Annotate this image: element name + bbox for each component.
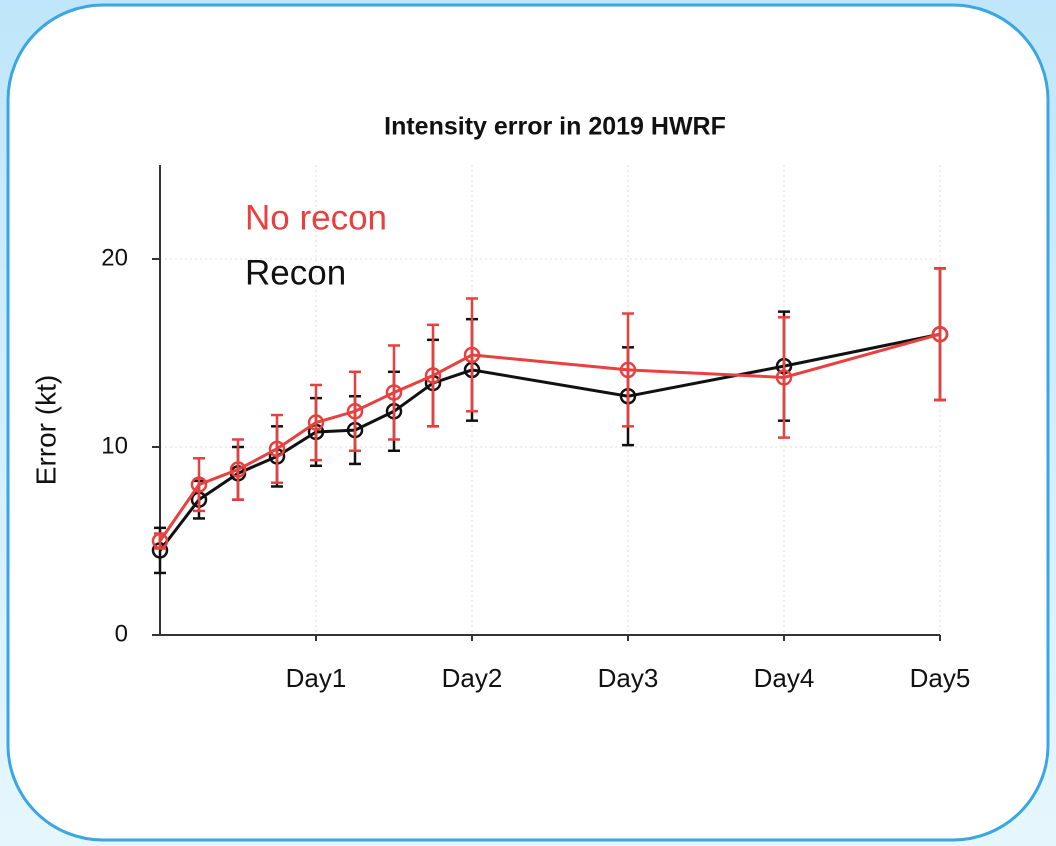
y-tick-label: 10	[101, 432, 128, 459]
point	[775, 369, 793, 386]
legend-entry: No recon	[245, 198, 387, 237]
point	[346, 403, 364, 420]
point	[385, 384, 403, 401]
x-tick-label: Day4	[754, 663, 815, 693]
point	[424, 367, 442, 384]
point	[931, 325, 949, 343]
y-tick-label: 20	[101, 244, 128, 271]
x-tick-label: Day1	[286, 663, 347, 693]
error-bar	[193, 457, 205, 513]
error-bar	[622, 312, 634, 428]
x-tick-label: Day3	[598, 663, 659, 693]
point	[229, 461, 247, 478]
y-axis-label: Error (kt)	[30, 375, 61, 485]
point	[151, 532, 169, 550]
point	[190, 476, 208, 493]
error-bar	[310, 383, 322, 462]
x-tick-label: Day5	[910, 663, 971, 693]
point	[463, 346, 481, 364]
error-bar	[466, 297, 478, 413]
error-bar	[934, 267, 946, 402]
x-tick-label: Day2	[442, 663, 503, 693]
error-bar	[232, 438, 244, 501]
error-bar	[427, 323, 439, 428]
error-bar	[778, 316, 790, 439]
y-tick-label: 0	[115, 620, 128, 647]
point	[268, 440, 286, 458]
point	[619, 361, 637, 379]
point	[307, 414, 325, 431]
error-bar	[271, 413, 283, 484]
error-bar	[388, 344, 400, 441]
error-bar	[349, 370, 361, 453]
panel	[6, 3, 1050, 842]
chart-title: Intensity error in 2019 HWRF	[384, 113, 726, 141]
legend-entry: Recon	[245, 253, 346, 292]
